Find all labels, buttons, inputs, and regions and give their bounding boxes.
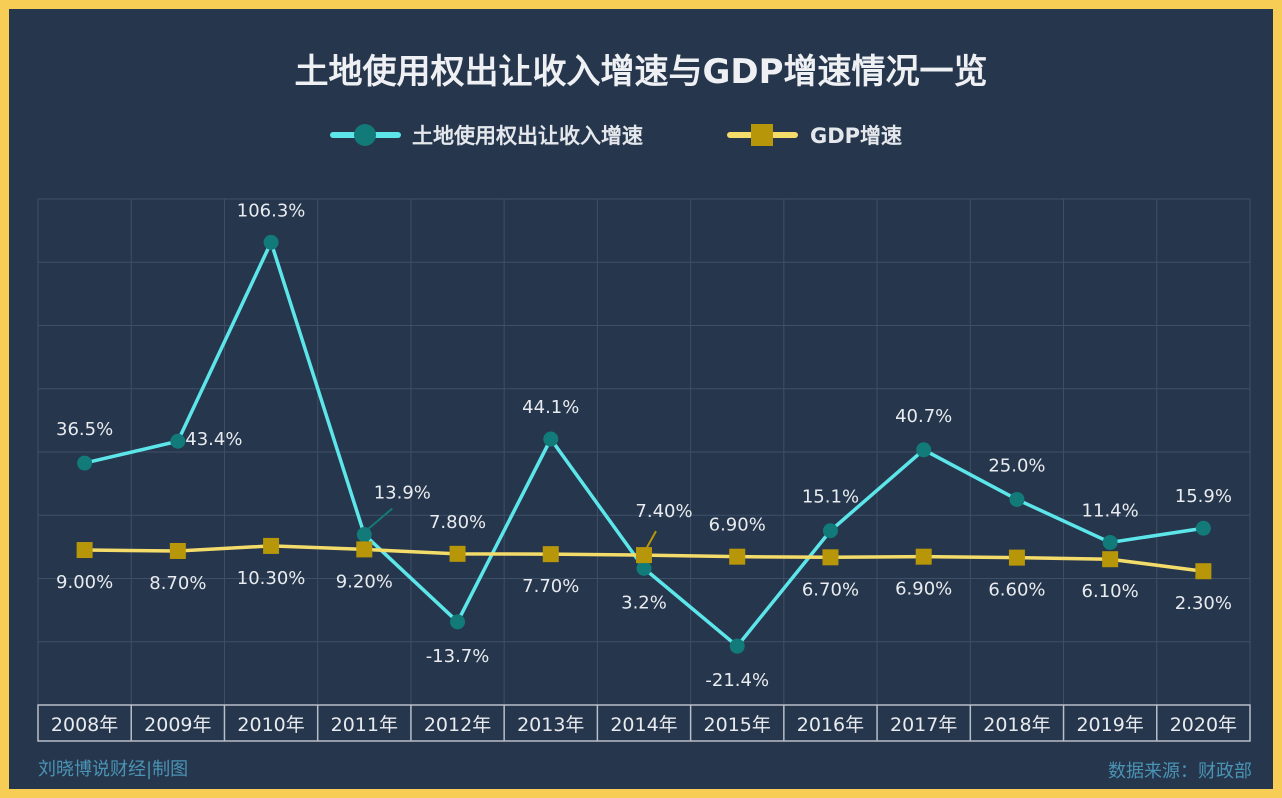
legend-marker-gdp [751, 124, 773, 146]
data-label-land: 36.5% [56, 419, 113, 440]
data-point-gdp [636, 547, 652, 564]
data-label-gdp: 9.20% [336, 571, 393, 592]
label-leader-gdp [645, 530, 657, 550]
data-point-land [543, 431, 559, 447]
data-label-land: 106.3% [237, 200, 306, 221]
data-label-gdp: 10.30% [237, 568, 306, 589]
x-tick-label: 2019年 [1076, 714, 1143, 736]
data-point-gdp [542, 546, 559, 563]
data-point-gdp [915, 548, 932, 565]
data-label-gdp: 6.90% [709, 515, 766, 536]
x-tick-label: 2018年 [983, 714, 1050, 736]
data-point-land [450, 614, 466, 630]
data-point-gdp [729, 548, 746, 565]
data-label-land: 11.4% [1082, 500, 1139, 521]
data-point-gdp [356, 541, 373, 558]
data-label-land: 44.1% [522, 397, 579, 418]
data-point-gdp [1195, 563, 1212, 580]
x-tick-label: 2014年 [610, 714, 677, 736]
data-point-gdp [76, 542, 93, 559]
data-label-gdp: 7.40% [635, 501, 692, 522]
x-tick-label: 2012年 [424, 714, 491, 736]
data-point-land [1102, 534, 1118, 550]
chart-title: 土地使用权出让收入增速与GDP增速情况一览 [294, 52, 988, 92]
x-tick-label: 2013年 [517, 714, 584, 736]
data-point-gdp [263, 537, 280, 554]
data-label-gdp: 6.90% [895, 579, 952, 600]
data-label-land: 25.0% [988, 455, 1045, 476]
x-tick-label: 2011年 [331, 714, 398, 736]
data-label-land: 15.9% [1175, 486, 1232, 507]
data-label-land: 40.7% [895, 406, 952, 427]
data-point-land [356, 527, 372, 543]
data-label-gdp: 2.30% [1175, 593, 1232, 614]
data-label-gdp: 8.70% [149, 573, 206, 594]
data-point-land [263, 234, 279, 250]
data-label-gdp: 7.80% [429, 512, 486, 533]
data-point-land [1195, 520, 1211, 536]
data-point-gdp [1102, 551, 1119, 568]
data-label-gdp: 6.70% [802, 579, 859, 600]
chart-background [9, 9, 1273, 789]
data-label-land: 13.9% [374, 483, 431, 504]
x-tick-label: 2020年 [1170, 714, 1237, 736]
data-label-land: 15.1% [802, 487, 859, 508]
data-point-land [636, 560, 652, 576]
data-point-land [729, 638, 745, 654]
x-tick-label: 2009年 [144, 714, 211, 736]
legend-label-gdp: GDP增速 [810, 124, 903, 148]
data-label-land: -21.4% [705, 670, 769, 691]
data-point-gdp [822, 549, 839, 566]
x-tick-label: 2010年 [237, 714, 304, 736]
data-label-land: 3.2% [621, 592, 667, 613]
data-label-gdp: 6.10% [1082, 581, 1139, 602]
credit-text: 刘晓博说财经|制图 [38, 759, 189, 780]
x-tick-label: 2016年 [797, 714, 864, 736]
data-label-land: 43.4% [185, 429, 242, 450]
x-tick-label: 2008年 [51, 714, 118, 736]
legend-marker-land [354, 124, 376, 146]
data-point-land [1009, 491, 1025, 507]
data-point-land [170, 433, 186, 449]
data-point-gdp [1008, 549, 1025, 566]
data-point-gdp [169, 542, 186, 559]
legend-label-land: 土地使用权出让收入增速 [412, 124, 643, 148]
data-label-land: -13.7% [426, 646, 490, 667]
category-axis-box [37, 704, 1251, 742]
x-tick-label: 2017年 [890, 714, 957, 736]
data-point-land [916, 442, 932, 458]
data-point-land [77, 455, 93, 471]
x-tick-label: 2015年 [704, 714, 771, 736]
label-leader-land [365, 507, 393, 532]
data-point-gdp [449, 545, 466, 562]
data-label-gdp: 7.70% [522, 576, 579, 597]
data-point-land [822, 523, 838, 539]
data-label-gdp: 9.00% [56, 572, 113, 593]
data-label-gdp: 6.60% [988, 580, 1045, 601]
source-text: 数据来源：财政部 [1108, 761, 1252, 782]
